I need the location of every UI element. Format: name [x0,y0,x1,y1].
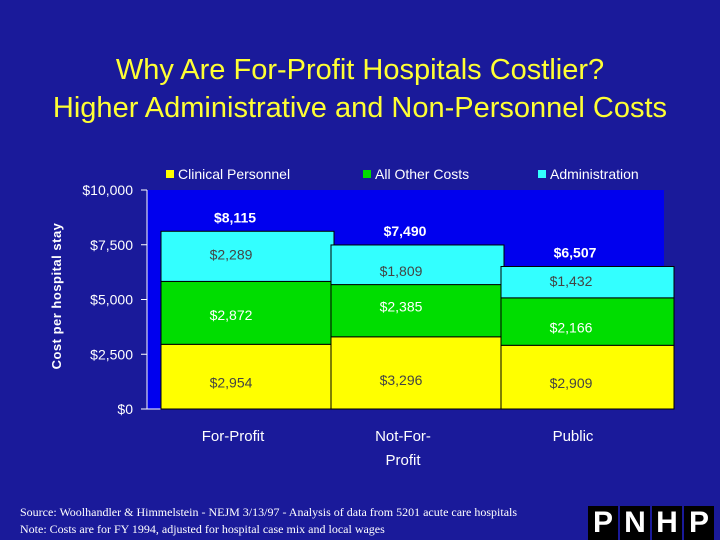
data-label: $1,809 [380,263,423,279]
title-line-1: Why Are For-Profit Hospitals Costlier? [115,54,605,86]
data-label: $3,296 [380,372,423,388]
source-note: Source: Woolhandler & Himmelstein - NEJM… [20,505,518,519]
pnhp-logo: P N H P [588,506,714,540]
logo-letter: H [652,506,682,540]
data-label: $2,872 [210,307,253,323]
data-label: $2,909 [550,375,593,391]
legend-swatch [538,170,546,178]
bar-segment [160,230,335,282]
x-tick-label: For-Profit [202,428,265,445]
bar-segment [330,336,505,410]
data-label: $2,954 [210,375,253,391]
legend-entry: All Other Costs [375,166,469,182]
data-label: $2,385 [380,299,423,315]
legend-swatch [166,170,174,178]
total-label: $6,507 [554,244,597,260]
title-line-2: Higher Administrative and Non-Personnel … [52,92,668,124]
y-tick-label: $2,500 [90,346,133,362]
total-label: $7,490 [384,223,427,239]
y-axis-title: Cost per hospital stay [49,222,64,369]
total-label: $8,115 [214,209,256,225]
bar-segment [160,280,335,345]
logo-letter: P [684,506,714,540]
y-tick-label: $0 [117,401,133,417]
cost-note: Note: Costs are for FY 1994, adjusted fo… [20,522,385,536]
logo-letter: P [588,506,618,540]
y-tick-label: $7,500 [90,237,133,253]
x-tick-label: Public [553,428,594,445]
legend-entry: Clinical Personnel [178,166,290,182]
bar-segment [160,343,335,410]
legend-entry: Administration [550,166,639,182]
y-tick-label: $5,000 [90,292,133,308]
data-label: $2,289 [210,246,253,262]
bar-segment [330,244,505,286]
bar-segment [500,265,675,299]
bar-segment [330,284,505,338]
data-label: $2,166 [550,320,593,336]
data-label: $1,432 [550,273,593,289]
y-tick-label: $10,000 [82,182,133,198]
bar-segment [500,297,675,346]
bar-segment [500,344,675,410]
logo-letter: N [620,506,650,540]
x-tick-label: Profit [385,452,421,469]
stacked-bar-chart: $0 $2,500 $5,000 $7,500 $10,000 Cost per hosp… [49,166,675,469]
x-tick-label: Not-For- [375,428,431,445]
legend-swatch [363,170,371,178]
